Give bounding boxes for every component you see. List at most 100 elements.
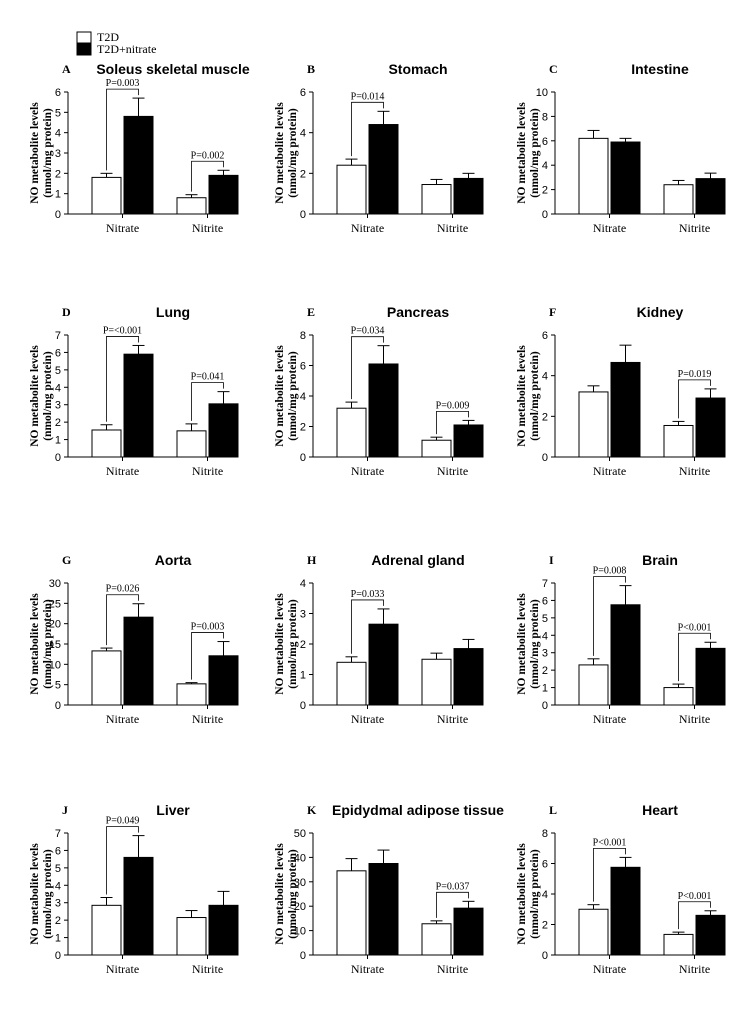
y-tick-label: 40 <box>294 852 306 864</box>
y-axis-label: NO metabolite levels <box>516 843 528 945</box>
panel-c: Intestine C 0 2 4 6 8 10 NO metabolite levels (nm… <box>516 61 726 235</box>
category-label: Nitrite <box>437 221 468 235</box>
y-axis-unit: (nmol/mg protein) <box>42 599 54 689</box>
p-value-label: P=0.014 <box>351 91 385 102</box>
y-tick-label: 6 <box>542 136 548 148</box>
category-label: Nitrate <box>106 712 139 726</box>
panel-letter: B <box>307 62 315 76</box>
p-value-label: P=0.008 <box>593 566 627 577</box>
panel-e: Pancreas E 0 2 4 6 8 NO metabolite levels (nmol/… <box>274 304 484 478</box>
y-tick-label: 4 <box>542 889 548 901</box>
bar-t2d-nitrate-nitrate <box>610 361 641 458</box>
category-label: Nitrite <box>437 962 468 976</box>
y-tick-label: 5 <box>55 680 61 692</box>
p-value-label: P=0.041 <box>191 372 225 383</box>
significance-bracket <box>678 379 711 419</box>
category-label: Nitrite <box>192 712 223 726</box>
significance-bracket <box>191 382 224 421</box>
y-axis-unit: (nmol/mg protein) <box>42 351 54 441</box>
p-value-label: P=0.049 <box>106 816 140 827</box>
p-value-label: P=0.003 <box>191 622 225 633</box>
y-tick-label: 6 <box>55 845 61 857</box>
y-tick-label: 6 <box>55 87 61 99</box>
p-value-label: P=0.026 <box>106 584 140 595</box>
y-axis-unit: (nmol/mg protein) <box>529 351 541 441</box>
y-tick-label: 4 <box>55 128 61 140</box>
y-axis-label: NO metabolite levels <box>274 843 286 945</box>
category-label: Nitrite <box>679 962 710 976</box>
category-label: Nitrate <box>106 962 139 976</box>
y-tick-label: 0 <box>55 950 61 962</box>
significance-bracket <box>351 336 384 400</box>
panel-title: Adrenal gland <box>371 552 464 568</box>
bar-t2d-nitrite <box>176 683 207 706</box>
bar-t2d-nitrate <box>336 870 367 956</box>
bar-t2d-nitrite <box>421 184 452 215</box>
significance-bracket <box>436 411 469 435</box>
bar-t2d-nitrate <box>336 661 367 706</box>
bar-t2d-nitrate-nitrite <box>453 424 484 458</box>
panel-letter: L <box>549 803 557 817</box>
y-tick-label: 1 <box>55 933 61 945</box>
category-label: Nitrate <box>351 464 384 478</box>
panel-h: Adrenal gland H 0 1 2 3 4 NO metabolite levels(… <box>274 552 484 726</box>
category-label: Nitrite <box>192 464 223 478</box>
y-tick-label: 0 <box>542 700 548 712</box>
bar-t2d-nitrate <box>91 650 122 706</box>
panel-title: Soleus skeletal muscle <box>96 61 250 77</box>
bar-t2d-nitrate-nitrite <box>208 904 239 956</box>
y-axis-unit: (nmol/mg protein) <box>42 108 54 198</box>
bar-t2d-nitrate-nitrite <box>695 914 726 956</box>
bar-t2d-nitrate-nitrate <box>368 623 399 706</box>
y-axis-unit: (nmol/mg protein) <box>287 599 299 689</box>
category-label: Nitrate <box>106 464 139 478</box>
panel-letter: H <box>307 553 317 567</box>
y-axis-label: NO metabolite levels <box>516 345 528 447</box>
bar-t2d-nitrate <box>336 164 367 215</box>
y-axis-label: NO metabolite levels <box>29 843 41 945</box>
bar-t2d-nitrate <box>578 137 609 215</box>
bar-t2d-nitrate <box>578 664 609 706</box>
y-tick-label: 3 <box>542 648 548 660</box>
panel-k: Epidydmal adipose tissue K 0 10 20 30 40 50 NO m… <box>274 802 504 976</box>
panel-d: Lung D 0 1 2 3 4 5 6 7 NO metabolite levels (nmol/m… <box>29 304 239 478</box>
panel-title: Heart <box>642 802 678 818</box>
p-value-label: P=<0.001 <box>103 325 142 336</box>
significance-bracket <box>436 891 469 918</box>
y-axis-label: NO metabolite levels <box>29 345 41 447</box>
category-label: Nitrate <box>593 464 626 478</box>
bar-t2d-nitrate-nitrate <box>368 363 399 458</box>
panel-letter: C <box>549 62 558 76</box>
bar-t2d-nitrate-nitrate <box>123 856 154 956</box>
bar-t2d-nitrate-nitrite <box>453 648 484 706</box>
significance-bracket <box>351 599 384 654</box>
p-value-label: P=0.019 <box>678 369 712 380</box>
bar-t2d-nitrate-nitrite <box>695 647 726 706</box>
y-tick-label: 0 <box>542 950 548 962</box>
category-label: Nitrate <box>593 221 626 235</box>
y-tick-label: 8 <box>300 330 306 342</box>
y-tick-label: 4 <box>300 578 306 590</box>
y-tick-label: 4 <box>542 371 548 383</box>
panel-letter: F <box>549 305 556 319</box>
p-value-label: P=0.003 <box>106 78 140 89</box>
bar-t2d-nitrate-nitrate <box>123 115 154 215</box>
bar-t2d-nitrate <box>578 391 609 458</box>
y-tick-label: 4 <box>300 128 306 140</box>
y-tick-label: 3 <box>300 609 306 621</box>
p-value-label: P=0.037 <box>436 881 470 892</box>
y-tick-label: 1 <box>542 683 548 695</box>
y-tick-label: 0 <box>542 209 548 221</box>
y-tick-label: 4 <box>55 880 61 892</box>
bar-t2d-nitrate-nitrite <box>453 907 484 956</box>
y-axis-unit: (nmol/mg protein) <box>529 849 541 939</box>
panel-a: Soleus skeletal muscle A 0 1 2 3 4 5 6 NO metabol… <box>29 61 250 235</box>
panel-title: Stomach <box>388 61 447 77</box>
y-tick-label: 10 <box>294 926 306 938</box>
y-tick-label: 20 <box>49 619 61 631</box>
y-tick-label: 6 <box>55 347 61 359</box>
p-value-label: P=0.033 <box>351 589 385 600</box>
y-tick-label: 2 <box>542 185 548 197</box>
y-axis-label: NO metabolite levels <box>516 593 528 695</box>
panel-title: Kidney <box>637 304 684 320</box>
